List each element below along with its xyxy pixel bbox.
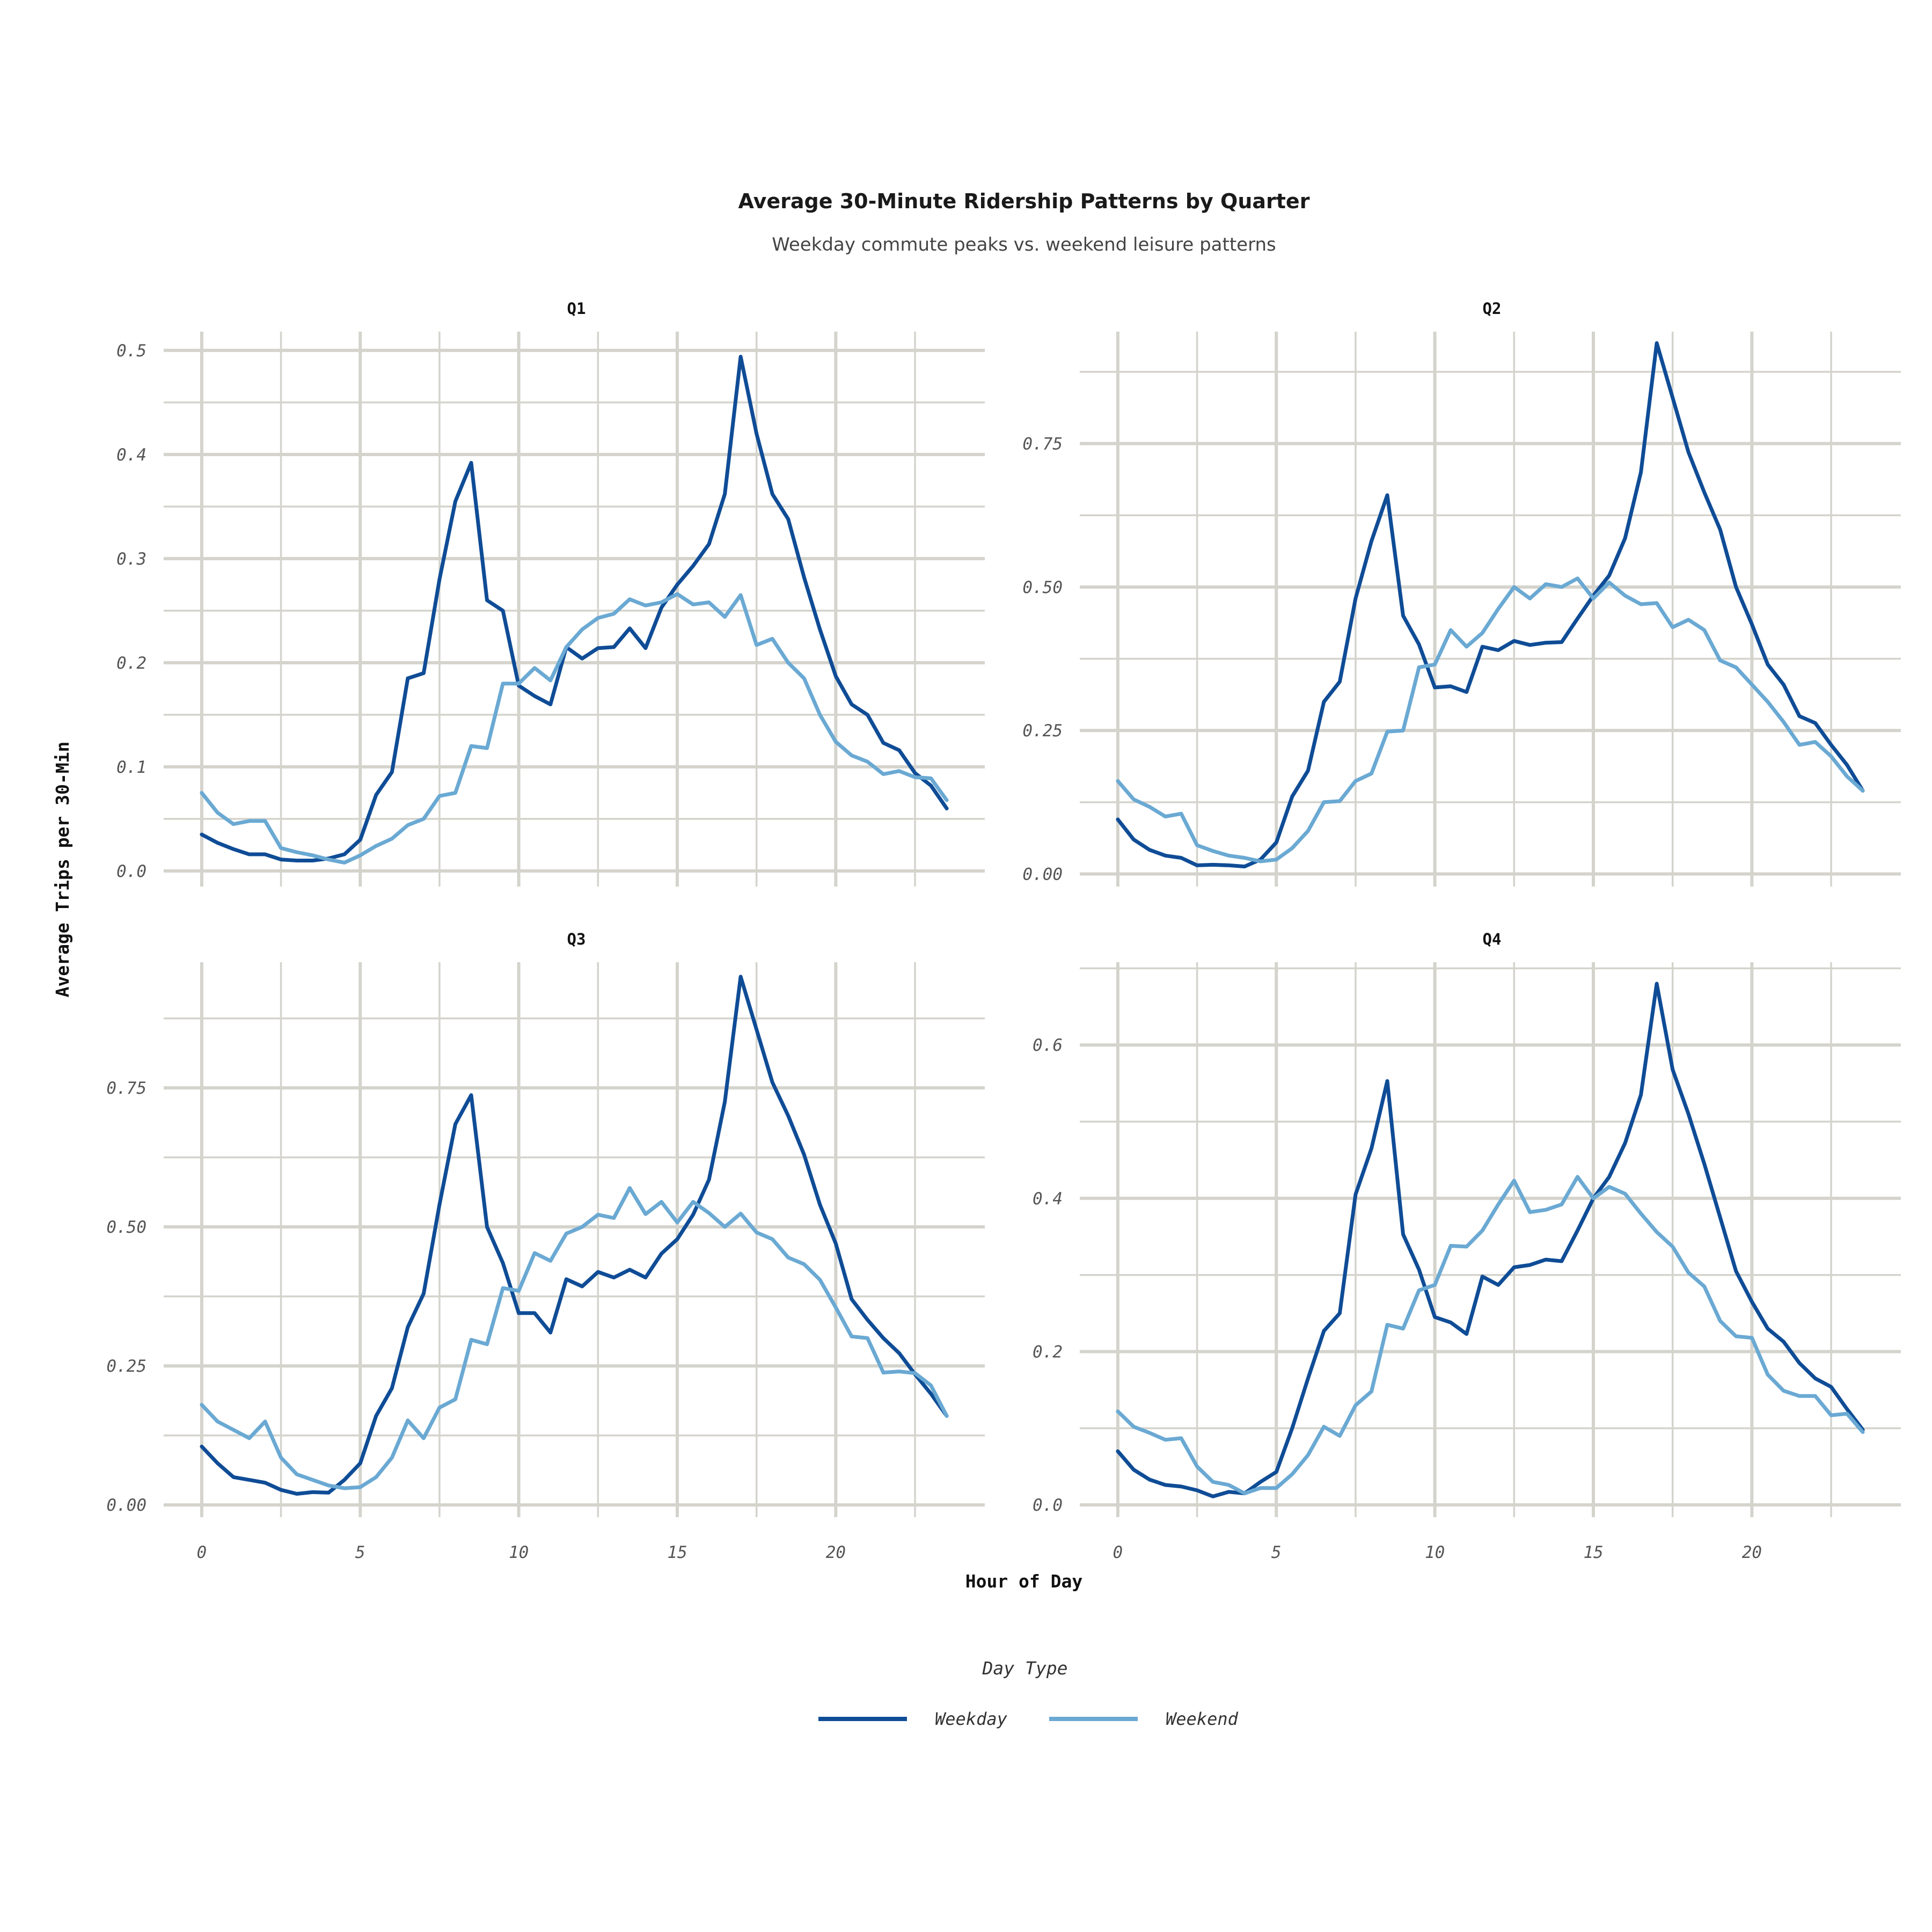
x-tick-label: 10 bbox=[1425, 1543, 1445, 1562]
gridlines bbox=[1080, 332, 1901, 887]
series-line-weekend bbox=[1116, 1175, 1865, 1496]
legend-item-weekday: Weekday bbox=[818, 1709, 1008, 1729]
gridlines bbox=[164, 332, 985, 887]
panel-q4: Q4 0.0 0.2 0.4 0.6 0 5 10 15 20 bbox=[1033, 930, 1901, 1562]
x-tick-label: 15 bbox=[1583, 1543, 1603, 1562]
y-tick-label: 0.50 bbox=[1022, 578, 1063, 597]
x-tick-label: 0 bbox=[1113, 1543, 1123, 1562]
x-tick-label: 10 bbox=[509, 1543, 529, 1562]
x-tick-label: 5 bbox=[1271, 1543, 1282, 1562]
panel-strip-label: Q1 bbox=[567, 299, 586, 318]
panel-strip-label: Q2 bbox=[1483, 299, 1502, 318]
series-line-weekday bbox=[1116, 341, 1865, 869]
legend-items: Weekday Weekend bbox=[818, 1709, 1239, 1729]
y-tick-label: 0.1 bbox=[116, 758, 147, 777]
y-tick-label: 0.4 bbox=[1033, 1189, 1063, 1209]
series-line-weekday bbox=[200, 975, 949, 1496]
facet-panels: Q10.00.10.20.30.40.5Q20.000.250.500.75Q3… bbox=[106, 299, 1901, 1562]
y-tick-label: 0.4 bbox=[116, 445, 147, 465]
y-tick-label: 0.25 bbox=[106, 1357, 147, 1376]
legend-label: Weekend bbox=[1166, 1709, 1239, 1729]
panel-strip-label: Q3 bbox=[567, 930, 586, 948]
y-tick-label: 0.75 bbox=[1022, 435, 1063, 454]
y-tick-label: 0.50 bbox=[106, 1218, 147, 1237]
x-tick-label: 20 bbox=[1742, 1543, 1762, 1562]
y-tick-label: 0.25 bbox=[1022, 721, 1063, 741]
x-tick-label: 0 bbox=[197, 1543, 207, 1562]
y-tick-label: 0.3 bbox=[116, 550, 147, 569]
x-axis-title: Hour of Day bbox=[965, 1571, 1083, 1592]
y-tick-label: 0.2 bbox=[116, 654, 147, 673]
gridlines bbox=[1080, 962, 1901, 1517]
gridlines bbox=[164, 962, 985, 1517]
y-axis-title: Average Trips per 30-Min bbox=[52, 742, 73, 998]
y-tick-label: 0.0 bbox=[1033, 1496, 1063, 1515]
chart-subtitle: Weekday commute peaks vs. weekend leisur… bbox=[772, 234, 1276, 255]
series-line-weekend bbox=[1116, 576, 1865, 863]
series-line-weekend bbox=[200, 1186, 949, 1490]
y-tick-label: 0.00 bbox=[106, 1496, 147, 1515]
x-tick-label: 20 bbox=[826, 1543, 846, 1562]
chart-title: Average 30-Minute Ridership Patterns by … bbox=[738, 189, 1310, 213]
panel-strip-label: Q4 bbox=[1483, 930, 1502, 948]
series-line-weekend bbox=[200, 592, 949, 865]
panel-q3: Q3 0.00 0.25 0.50 0.75 0 5 10 15 20 bbox=[106, 930, 985, 1562]
legend-title: Day Type bbox=[982, 1658, 1068, 1679]
y-tick-label: 0.0 bbox=[116, 862, 147, 881]
y-tick-label: 0.2 bbox=[1033, 1343, 1063, 1362]
panel-q2: Q2 0.00 0.25 0.50 0.75 bbox=[1022, 299, 1901, 887]
y-tick-label: 0.00 bbox=[1022, 865, 1063, 884]
y-tick-label: 0.6 bbox=[1033, 1036, 1063, 1055]
legend-label: Weekday bbox=[935, 1709, 1008, 1729]
panel-q1: Q1 0.0 0.1 0.2 0.3 0.4 0.5 bbox=[116, 299, 985, 887]
legend: Day Type Weekday Weekend bbox=[818, 1658, 1239, 1729]
x-tick-label: 15 bbox=[667, 1543, 687, 1562]
x-tick-label: 5 bbox=[355, 1543, 365, 1562]
y-tick-label: 0.75 bbox=[106, 1079, 147, 1098]
legend-item-weekend: Weekend bbox=[1049, 1709, 1239, 1729]
y-tick-label: 0.5 bbox=[116, 341, 147, 361]
